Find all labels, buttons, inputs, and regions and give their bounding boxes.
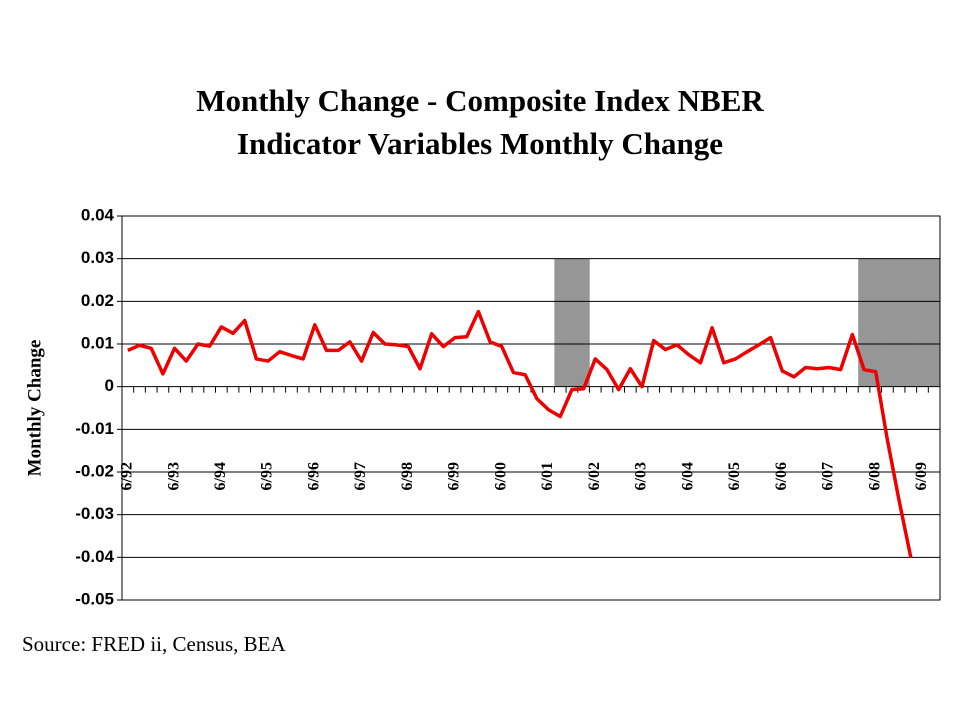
x-tick-label: 6/05 bbox=[726, 462, 743, 490]
x-tick-label: 6/01 bbox=[539, 462, 556, 490]
recession-band bbox=[893, 258, 906, 387]
y-tick-label: 0.02 bbox=[81, 291, 114, 310]
y-tick-label: -0.02 bbox=[75, 461, 114, 480]
x-tick-label: 6/93 bbox=[165, 462, 182, 490]
recession-band bbox=[554, 258, 567, 387]
recession-band bbox=[928, 258, 941, 387]
recession-band bbox=[566, 258, 579, 387]
y-tick-label: 0.01 bbox=[81, 333, 114, 352]
x-tick-label: 6/03 bbox=[633, 462, 650, 490]
y-tick-label: 0.03 bbox=[81, 248, 114, 267]
x-tick-label: 6/08 bbox=[866, 462, 883, 490]
recession-band bbox=[858, 258, 871, 387]
recession-band bbox=[904, 258, 917, 387]
data-line bbox=[127, 309, 913, 558]
x-tick-label: 6/00 bbox=[492, 462, 509, 490]
x-tick-label: 6/98 bbox=[399, 462, 416, 490]
y-tick-label: 0 bbox=[105, 376, 114, 395]
source-note: Source: FRED ii, Census, BEA bbox=[22, 632, 287, 656]
plot-border bbox=[121, 215, 941, 601]
x-tick-label: 6/02 bbox=[586, 462, 603, 490]
x-tick-label: 6/09 bbox=[913, 462, 930, 490]
y-tick-label: 0.04 bbox=[81, 205, 115, 224]
x-tick-label: 6/04 bbox=[679, 462, 696, 490]
recession-band bbox=[881, 258, 894, 387]
x-tick-label: 6/95 bbox=[259, 462, 276, 490]
x-tick-label: 6/97 bbox=[352, 462, 369, 490]
x-tick-label: 6/96 bbox=[305, 462, 322, 490]
recession-band bbox=[577, 258, 590, 387]
y-tick-label: -0.05 bbox=[75, 589, 114, 608]
y-tick-label: -0.03 bbox=[75, 504, 114, 523]
x-tick-label: 6/99 bbox=[446, 462, 463, 490]
y-tick-label: -0.01 bbox=[75, 419, 114, 438]
y-axis-label: Monthly Change bbox=[24, 340, 45, 477]
x-tick-label: 6/92 bbox=[119, 462, 136, 490]
recession-band bbox=[916, 258, 929, 387]
recession-band bbox=[869, 258, 882, 387]
x-tick-label: 6/07 bbox=[820, 462, 837, 490]
x-tick-label: 6/06 bbox=[773, 462, 790, 490]
chart-title: Monthly Change - Composite Index NBER bbox=[196, 83, 764, 118]
chart-title: Indicator Variables Monthly Change bbox=[237, 126, 723, 161]
x-tick-label: 6/94 bbox=[212, 462, 229, 490]
y-tick-label: -0.04 bbox=[75, 547, 114, 566]
